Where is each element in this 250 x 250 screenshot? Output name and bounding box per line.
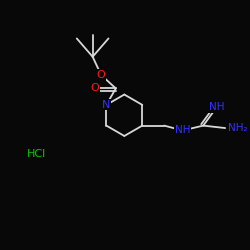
- Text: NH₂: NH₂: [228, 123, 247, 133]
- Text: O: O: [97, 70, 106, 80]
- Text: HCl: HCl: [27, 149, 46, 159]
- Text: NH: NH: [175, 126, 190, 136]
- Text: O: O: [91, 84, 100, 94]
- Text: NH: NH: [209, 102, 224, 112]
- Text: N: N: [102, 100, 110, 110]
